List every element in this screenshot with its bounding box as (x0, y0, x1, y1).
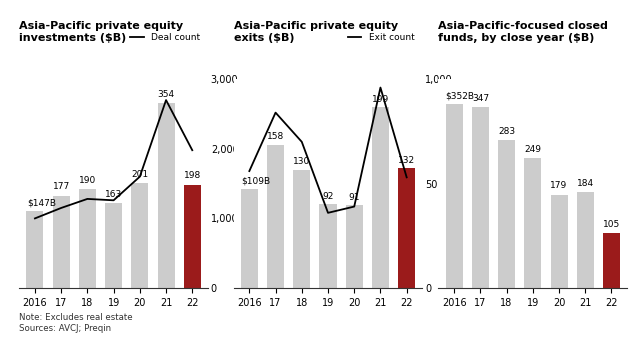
Text: 105: 105 (603, 220, 620, 229)
Text: 347: 347 (472, 94, 489, 103)
Legend: Exit count: Exit count (344, 30, 418, 46)
Text: $109B: $109B (241, 176, 271, 185)
Bar (603, 233, 620, 288)
Bar (184, 185, 201, 288)
Bar (131, 183, 148, 288)
Text: $147B: $147B (27, 198, 56, 207)
Bar (524, 158, 541, 288)
Text: 130: 130 (293, 157, 310, 166)
Text: 132: 132 (398, 156, 415, 165)
Text: Asia-Pacific private equity
exits ($B): Asia-Pacific private equity exits ($B) (234, 21, 397, 43)
Text: 92: 92 (323, 192, 333, 201)
Bar (241, 189, 258, 288)
Text: 199: 199 (372, 95, 389, 104)
Bar (293, 170, 310, 288)
Text: 283: 283 (498, 127, 515, 136)
Bar (52, 195, 70, 288)
Bar (319, 204, 337, 288)
Bar (372, 107, 389, 288)
Bar (79, 189, 96, 288)
Text: 198: 198 (184, 171, 201, 180)
Bar (105, 203, 122, 288)
Bar (157, 103, 175, 288)
Legend: Deal count: Deal count (126, 30, 204, 46)
Text: Asia-Pacific-focused closed
funds, by close year ($B): Asia-Pacific-focused closed funds, by cl… (438, 21, 608, 43)
Text: 354: 354 (157, 90, 175, 99)
Bar (445, 104, 463, 288)
Bar (472, 107, 489, 288)
Text: 184: 184 (577, 179, 594, 188)
Bar (577, 192, 594, 288)
Text: 249: 249 (524, 145, 541, 154)
Text: Asia-Pacific private equity
investments ($B): Asia-Pacific private equity investments … (19, 21, 183, 43)
Text: 163: 163 (105, 190, 122, 199)
Bar (398, 168, 415, 288)
Bar (550, 194, 568, 288)
Text: Note: Excludes real estate
Sources: AVCJ; Preqin: Note: Excludes real estate Sources: AVCJ… (19, 313, 133, 333)
Text: 201: 201 (131, 170, 148, 179)
Text: 177: 177 (52, 183, 70, 192)
Text: 158: 158 (267, 132, 284, 141)
Bar (26, 211, 44, 288)
Text: $352B: $352B (445, 91, 475, 100)
Text: 190: 190 (79, 176, 96, 185)
Bar (346, 206, 363, 288)
Text: 91: 91 (348, 193, 360, 202)
Bar (498, 140, 515, 288)
Text: 179: 179 (550, 181, 568, 190)
Bar (267, 145, 284, 288)
